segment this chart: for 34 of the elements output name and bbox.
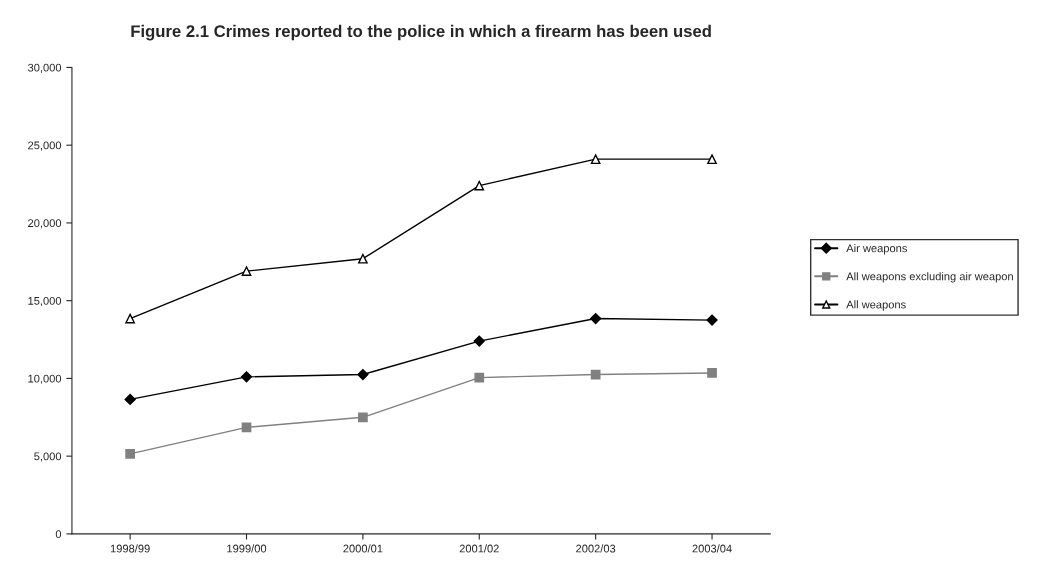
point bbox=[357, 368, 369, 381]
point bbox=[358, 253, 368, 264]
y-tick-label: 5,000 bbox=[34, 452, 62, 462]
point bbox=[590, 312, 602, 325]
x-tick-label: 2001/02 bbox=[459, 544, 499, 553]
point bbox=[240, 371, 253, 383]
y-tick-label: 15,000 bbox=[28, 296, 62, 307]
point bbox=[590, 369, 601, 380]
chart-title: Figure 2.1 Crimes reported to the police in which a firearm has been used bbox=[131, 24, 711, 41]
y-tick-label: 20,000 bbox=[28, 219, 62, 229]
point bbox=[358, 412, 368, 423]
point bbox=[124, 393, 136, 406]
x-tick-label: 1999/00 bbox=[227, 544, 267, 553]
legend-label: All weapons excluding air weapon bbox=[846, 272, 1013, 283]
point bbox=[474, 372, 485, 383]
x-tick-label: 1998/99 bbox=[110, 544, 150, 553]
y-tick-label: 0 bbox=[55, 530, 62, 539]
legend-label: Air weapons bbox=[846, 244, 907, 255]
point bbox=[474, 180, 485, 191]
point bbox=[706, 314, 718, 326]
point bbox=[707, 154, 717, 165]
x-tick-label: 2000/01 bbox=[343, 544, 383, 553]
point bbox=[707, 368, 717, 378]
point bbox=[590, 154, 601, 165]
x-tick-label: 2003/04 bbox=[692, 544, 732, 553]
y-tick-label: 10,000 bbox=[28, 374, 62, 384]
point bbox=[125, 448, 135, 459]
point bbox=[473, 335, 485, 347]
x-tick-label: 2002/03 bbox=[576, 544, 616, 553]
y-tick-label: 25,000 bbox=[28, 141, 62, 151]
legend-label: All weapons bbox=[846, 300, 906, 311]
point bbox=[125, 313, 135, 324]
point bbox=[241, 266, 252, 276]
y-tick-label: 30,000 bbox=[27, 63, 62, 73]
